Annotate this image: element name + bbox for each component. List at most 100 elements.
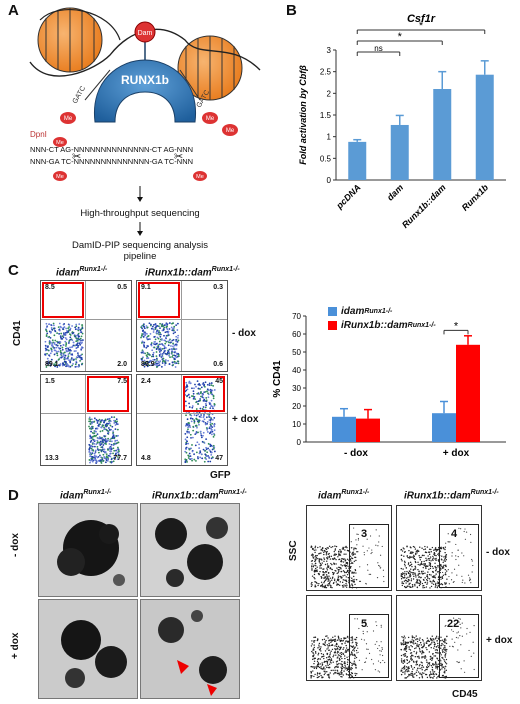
facs-event — [202, 431, 205, 434]
ssc-event — [352, 663, 354, 666]
facs-event — [208, 384, 211, 387]
ssc-event — [420, 651, 422, 653]
ssc-event — [445, 639, 447, 641]
ssc-event — [407, 585, 409, 587]
facs-event — [155, 364, 157, 366]
ssc-event — [413, 643, 415, 645]
ssc-event — [326, 663, 329, 665]
ssc-event — [410, 666, 413, 668]
ssc-event — [347, 666, 350, 668]
ssc-event — [354, 663, 357, 666]
facs-event — [141, 357, 144, 360]
ssc-event — [434, 662, 437, 664]
ssc-event — [432, 559, 434, 562]
facs-event — [117, 450, 120, 453]
ssc-event — [433, 675, 435, 678]
ssc-event — [375, 544, 377, 546]
facs-event — [58, 329, 61, 332]
facs-event — [194, 444, 197, 447]
ssc-event — [406, 656, 408, 658]
ssc-event — [356, 644, 358, 647]
facs-event — [45, 345, 47, 348]
ssc-event — [410, 578, 413, 580]
ssc-event — [357, 647, 359, 649]
facs-event — [68, 326, 71, 328]
ssc-event — [410, 551, 412, 553]
ssc-event — [352, 646, 354, 649]
facs-event — [142, 324, 145, 327]
ssc-event — [321, 676, 323, 678]
facs-event — [200, 386, 203, 389]
ssc-event — [408, 565, 411, 567]
ssc-event — [402, 662, 404, 665]
facs-event — [187, 454, 190, 457]
ssc-event — [375, 529, 377, 531]
ssc-event — [417, 550, 419, 553]
ssc-event — [355, 664, 357, 667]
x-tick-label: Runx1b — [460, 182, 491, 213]
ssc-event — [353, 560, 355, 563]
ssc-event — [423, 643, 425, 646]
ssc-event — [316, 676, 319, 679]
ssc-event — [379, 567, 381, 569]
ssc-event — [318, 642, 321, 645]
x-tick-label: Runx1b::dam — [400, 182, 448, 230]
facs-event — [143, 327, 146, 330]
ssc-event — [324, 547, 327, 550]
facs-event — [172, 345, 174, 348]
ssc-event — [345, 650, 347, 652]
ssc-event — [323, 553, 325, 556]
ssc-event — [366, 625, 368, 628]
ssc-event — [412, 545, 415, 548]
ssc-event — [313, 646, 316, 649]
ssc-event — [428, 651, 431, 653]
ssc-event — [331, 546, 334, 548]
ssc-event — [464, 538, 467, 540]
facs-event — [166, 328, 169, 331]
ssc-event — [318, 582, 320, 585]
gate-value: 3 — [361, 528, 368, 540]
ssc-event — [436, 652, 438, 654]
ssc-event — [323, 666, 325, 668]
ssc-event — [426, 582, 429, 584]
ssc-event — [413, 555, 415, 558]
ssc-event — [471, 560, 473, 562]
facs-event — [62, 328, 64, 331]
facs-event — [185, 446, 188, 449]
ssc-event — [406, 644, 408, 647]
facs-event — [90, 428, 93, 430]
ssc-event — [349, 566, 352, 568]
ssc-event — [421, 582, 424, 585]
facs-event — [211, 426, 214, 429]
facs-event — [203, 442, 206, 444]
ssc-event — [414, 642, 417, 645]
ssc-event — [444, 661, 447, 664]
facs-event — [77, 354, 80, 357]
ssc-event — [343, 662, 346, 665]
ssc-event — [338, 578, 340, 581]
facs-event — [199, 430, 202, 433]
ssc-event — [451, 552, 453, 554]
facs-event — [188, 452, 191, 455]
ssc-event — [467, 574, 470, 576]
scatter-plot-irunx-minus-dox: 4 — [396, 505, 482, 591]
facs-event — [53, 363, 56, 366]
facs-event — [144, 361, 147, 364]
ssc-event — [377, 647, 379, 650]
ssc-event — [323, 586, 325, 589]
ssc-event — [319, 546, 321, 548]
facs-event — [47, 345, 49, 348]
facs-event — [167, 344, 170, 347]
facs-event — [114, 424, 117, 426]
ssc-event — [343, 647, 345, 649]
ssc-event — [444, 660, 446, 662]
ssc-event — [409, 576, 411, 578]
facs-event — [53, 334, 56, 337]
ssc-event — [421, 669, 423, 671]
ssc-event — [418, 647, 421, 650]
ssc-event — [443, 647, 445, 649]
ssc-event — [319, 649, 321, 651]
ssc-event — [423, 586, 426, 589]
ssc-event — [434, 575, 436, 577]
ssc-event — [417, 568, 419, 571]
